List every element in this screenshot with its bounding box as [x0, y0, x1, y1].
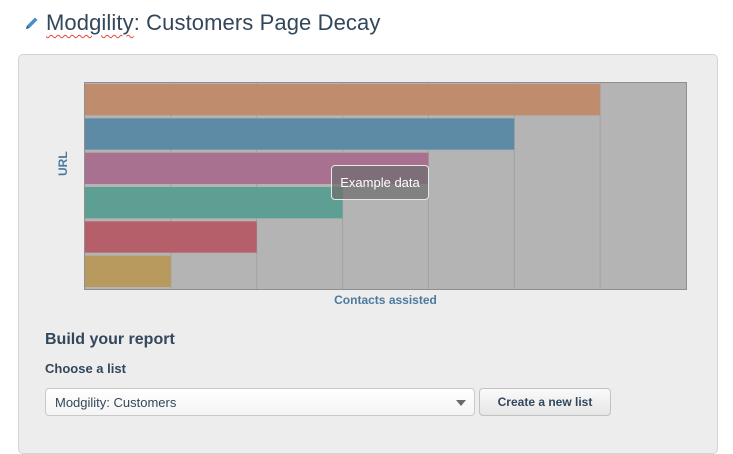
- list-select[interactable]: Modgility: Customers: [45, 388, 475, 416]
- choose-list-label: Choose a list: [45, 361, 126, 376]
- chart: [84, 82, 687, 290]
- page-title[interactable]: Modgility: Customers Page Decay: [46, 10, 380, 36]
- chevron-down-icon[interactable]: [456, 400, 466, 406]
- create-list-button[interactable]: Create a new list: [479, 388, 611, 416]
- build-report-heading: Build your report: [45, 331, 175, 348]
- chart-svg: [85, 83, 601, 289]
- example-data-badge: Example data: [331, 165, 429, 200]
- bar: [85, 255, 171, 287]
- x-axis-title: Contacts assisted: [334, 293, 437, 307]
- page-header: Modgility: Customers Page Decay: [24, 8, 380, 38]
- page-title-brand: Modgility: [46, 10, 134, 35]
- pencil-icon[interactable]: [24, 15, 40, 31]
- bar: [85, 84, 601, 116]
- list-select-value: Modgility: Customers: [55, 394, 177, 410]
- bar: [85, 221, 257, 253]
- y-axis-title: URL: [56, 151, 70, 176]
- bar: [85, 118, 515, 150]
- bar: [85, 187, 343, 219]
- page-title-rest: : Customers Page Decay: [133, 10, 381, 35]
